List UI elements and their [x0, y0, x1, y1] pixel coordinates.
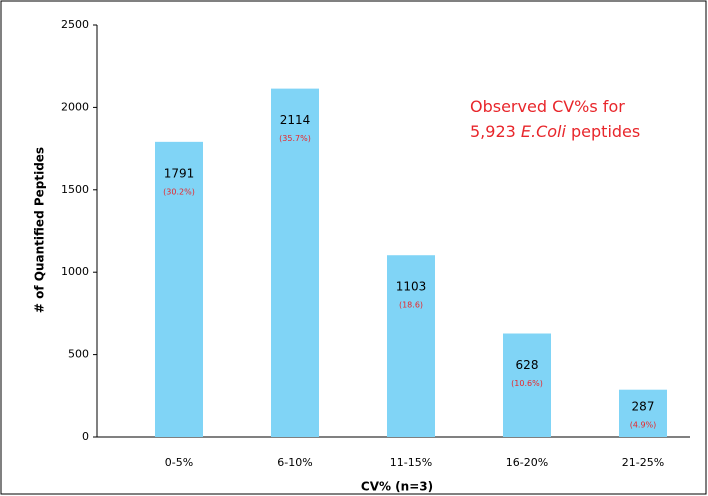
share-label: (35.7%) — [279, 134, 311, 143]
x-tick-label: 11-15% — [390, 456, 432, 469]
value-label: 1103 — [396, 280, 427, 294]
share-label: (10.6%) — [511, 379, 543, 388]
y-tick-label: 2500 — [61, 18, 89, 31]
bar — [619, 389, 667, 437]
x-tick-label: 0-5% — [165, 456, 193, 469]
value-label: 2114 — [280, 113, 311, 127]
value-label: 628 — [516, 358, 539, 372]
share-label: (18.6) — [399, 301, 423, 310]
x-axis-title: CV% (n=3) — [361, 480, 433, 494]
y-tick-label: 500 — [68, 348, 89, 361]
x-tick-label: 21-25% — [622, 456, 664, 469]
y-tick-label: 2000 — [61, 100, 89, 113]
share-label: (30.2%) — [163, 187, 195, 196]
annotation-part: E.Coli — [521, 122, 567, 141]
value-label: 287 — [632, 400, 655, 414]
share-label: (4.9%) — [630, 421, 657, 430]
annotation: Observed CV%s for — [470, 97, 625, 116]
y-tick-label: 0 — [82, 430, 89, 443]
annotation: 5,923 E.Coli peptides — [470, 122, 640, 141]
annotation-part: 5,923 — [470, 122, 521, 141]
value-label: 1791 — [164, 166, 195, 180]
bar — [155, 141, 203, 437]
bar — [503, 333, 551, 437]
x-tick-label: 6-10% — [277, 456, 312, 469]
y-tick-label: 1000 — [61, 265, 89, 278]
annotation-line: Observed CV%s for — [470, 97, 625, 116]
y-axis-title: # of Quantified Peptides — [33, 147, 47, 313]
y-tick-label: 1500 — [61, 183, 89, 196]
bar — [387, 255, 435, 437]
bar — [271, 88, 319, 438]
x-tick-label: 16-20% — [506, 456, 548, 469]
annotation-part: peptides — [566, 122, 640, 141]
